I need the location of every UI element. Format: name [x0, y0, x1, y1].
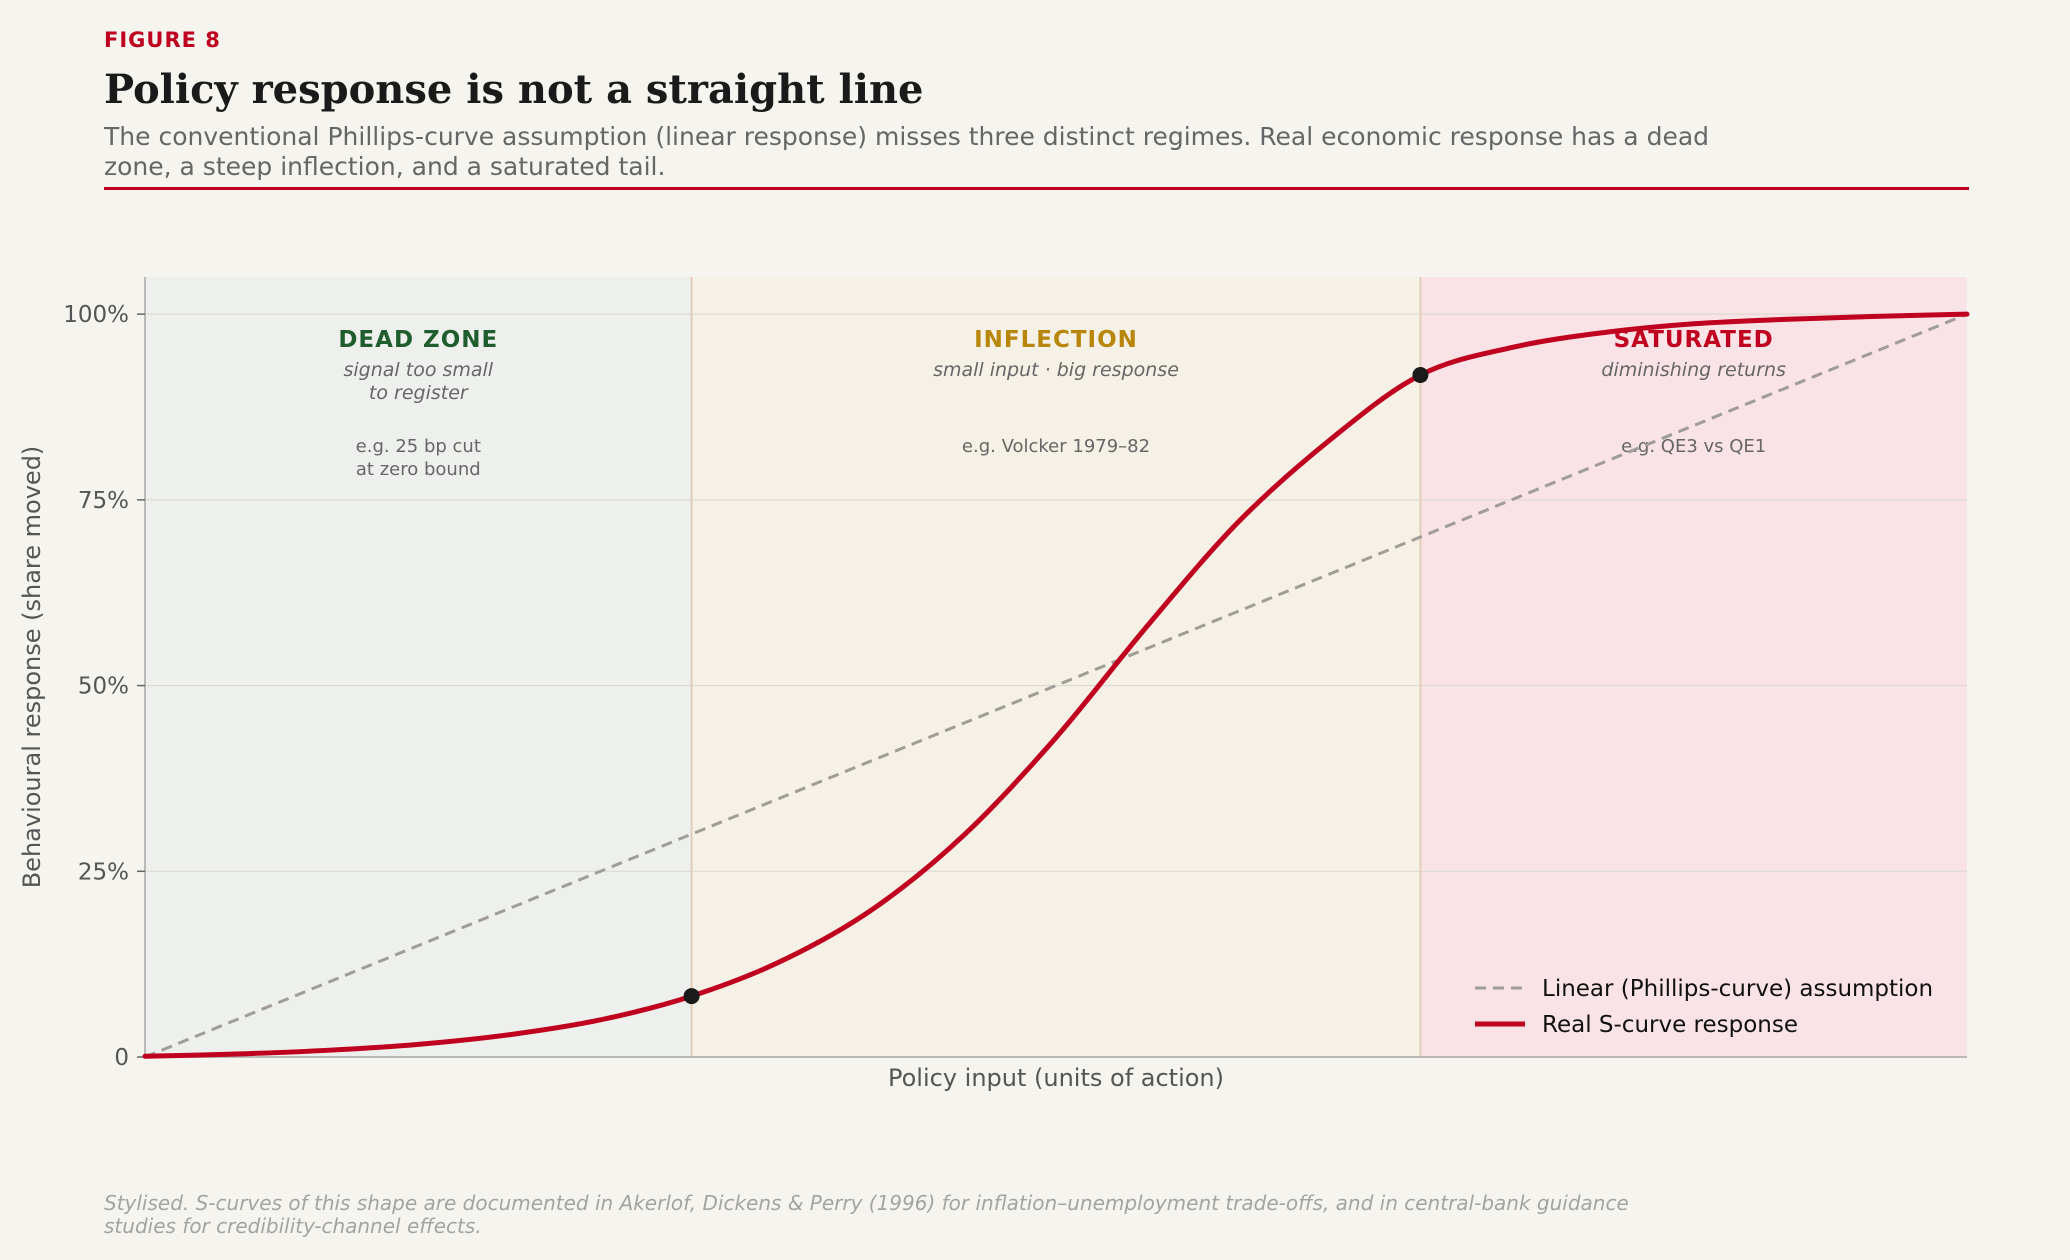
x-axis-label: Policy input (units of action)	[888, 1064, 1224, 1092]
legend-linear-label: Linear (Phillips-curve) assumption	[1542, 976, 1933, 1002]
linear-assumption-line	[144, 312, 1968, 1059]
region-background	[691, 277, 1421, 1057]
source-note: Stylised. S-curves of this shape are doc…	[104, 1191, 1629, 1238]
region-title: DEAD ZONE	[338, 327, 498, 353]
region-example: at zero bound	[356, 459, 481, 480]
region-description: to register	[369, 382, 469, 404]
y-tick-label: 100%	[63, 302, 129, 328]
chart-subtitle: The conventional Phillips-curve assumpti…	[104, 122, 1710, 181]
y-tick-label: 25%	[78, 859, 129, 885]
y-tick-label: 50%	[78, 674, 129, 700]
legend-s-curve-label: Real S-curve response	[1542, 1012, 1798, 1038]
region-example: e.g. 25 bp cut	[356, 436, 481, 457]
chart-title: Policy response is not a straight line	[104, 66, 924, 113]
y-tick-label: 75%	[78, 488, 129, 514]
region-background	[1420, 277, 1967, 1057]
region-description: small input · big response	[933, 359, 1179, 381]
region-example: e.g. QE3 vs QE1	[1621, 436, 1766, 457]
figure-label: FIGURE 8	[104, 28, 221, 52]
y-axis-label: Behavioural response (share moved)	[18, 446, 46, 889]
region-description: diminishing returns	[1601, 359, 1786, 381]
region-title: SATURATED	[1614, 327, 1774, 353]
title-divider	[104, 187, 1969, 190]
region-title: INFLECTION	[974, 327, 1138, 353]
region-background	[145, 277, 692, 1057]
s-curve-line	[142, 311, 1970, 1059]
region-example: e.g. Volcker 1979–82	[962, 436, 1150, 457]
threshold-marker	[683, 988, 700, 1005]
y-tick-label: 0	[114, 1045, 129, 1071]
threshold-marker	[1412, 367, 1429, 384]
region-description: signal too small	[344, 359, 494, 381]
